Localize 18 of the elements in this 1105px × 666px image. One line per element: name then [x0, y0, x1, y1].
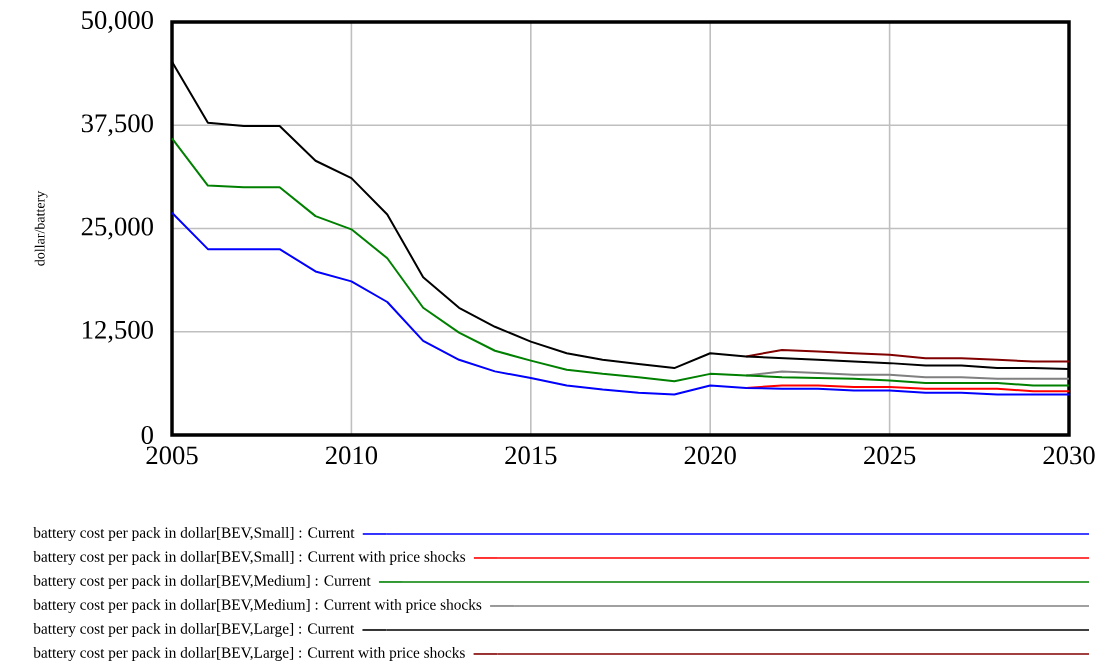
legend-label: battery cost per pack in dollar[BEV,Medium] : Current with price shocks	[33, 599, 482, 613]
y-tick-label: 0	[141, 425, 153, 444]
x-tick-label: 2025	[864, 446, 916, 465]
y-tick-label: 37,500	[81, 114, 153, 137]
y-tick-label: 50,000	[82, 11, 153, 33]
x-tick-label: 2005	[146, 446, 198, 465]
y-tick-label: 25,000	[81, 217, 153, 240]
y-axis-title: dollar/battery	[34, 190, 48, 266]
x-tick-label: 2020	[684, 446, 736, 465]
legend-label: battery cost per pack in dollar[BEV,Large] : Current with price shocks	[33, 647, 465, 661]
y-tick-label: 12,500	[82, 320, 153, 343]
x-tick-label: 2010	[325, 446, 378, 465]
legend-label: battery cost per pack in dollar[BEV,Small] : Current	[33, 527, 355, 541]
legend-label: battery cost per pack in dollar[BEV,Small] : Current with price shocks	[33, 551, 466, 565]
legend-label: battery cost per pack in dollar[BEV,Large] : Current	[33, 623, 355, 637]
legend-label: battery cost per pack in dollar[BEV,Medium] : Current	[33, 575, 371, 589]
x-tick-label: 2015	[505, 446, 557, 465]
x-tick-label: 2030	[1043, 446, 1095, 465]
